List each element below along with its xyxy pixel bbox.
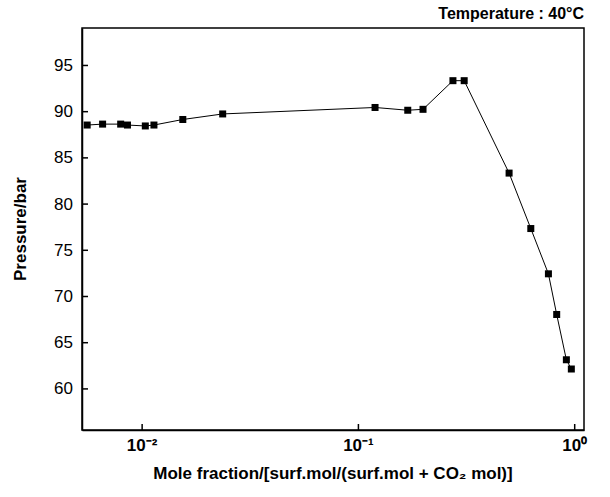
data-point (553, 311, 560, 318)
x-tick-label: 10⁻² (127, 436, 158, 455)
data-point (420, 106, 427, 113)
data-point (545, 270, 552, 277)
y-tick-mark (82, 111, 88, 113)
y-tick-label: 70 (54, 287, 73, 306)
x-axis-title: Mole fraction/[surf.mol/(surf.mol + CO₂ … (153, 464, 512, 483)
data-point (563, 356, 570, 363)
y-tick: 90 (54, 102, 88, 121)
y-axis-line (82, 29, 84, 431)
x-tick-label: 10⁻¹ (343, 436, 374, 455)
data-point (124, 122, 131, 129)
title: Temperature : 40°C (438, 5, 584, 22)
y-tick-label: 85 (54, 148, 73, 167)
x-tick-label: 10⁰ (562, 436, 587, 455)
y-axis: 60 65 70 75 80 85 90 95 (54, 29, 88, 431)
y-tick: 65 (54, 333, 88, 352)
data-point (99, 121, 106, 128)
data-point (219, 110, 226, 117)
y-tick-mark (82, 388, 88, 390)
x-axis-line (83, 430, 585, 432)
x-tick: 10⁻¹ (343, 424, 374, 455)
y-tick: 70 (54, 287, 88, 306)
data-point (142, 122, 149, 129)
chart: 10⁻² 10⁻¹ 10⁰ 60 65 70 75 80 85 90 95 Temperature :… (0, 0, 610, 497)
y-tick-mark (82, 250, 88, 252)
x-axis: 10⁻² 10⁻¹ 10⁰ (83, 424, 588, 455)
y-tick: 85 (54, 148, 88, 167)
y-tick-label: 75 (54, 241, 73, 260)
data-layer (84, 77, 575, 372)
y-tick: 80 (54, 195, 88, 214)
data-point (179, 116, 186, 123)
data-line (87, 81, 571, 369)
y-tick: 95 (54, 56, 88, 75)
y-tick-label: 80 (54, 195, 73, 214)
x-tick-mark (574, 424, 576, 430)
plot: 10⁻² 10⁻¹ 10⁰ 60 65 70 75 80 85 90 95 (54, 28, 587, 455)
data-point (404, 107, 411, 114)
x-tick: 10⁰ (562, 424, 587, 455)
y-tick-label: 60 (54, 379, 73, 398)
data-point (449, 77, 456, 84)
data-point (84, 122, 91, 129)
data-point (461, 77, 468, 84)
y-tick: 60 (54, 379, 88, 398)
y-tick-mark (82, 296, 88, 298)
y-tick-mark (82, 65, 88, 67)
x-tick: 10⁻² (127, 424, 158, 455)
y-tick-label: 95 (54, 56, 73, 75)
data-point (568, 366, 575, 373)
y-tick-label: 90 (54, 102, 73, 121)
y-axis-title: Pressure/bar (11, 177, 30, 281)
y-tick-label: 65 (54, 333, 73, 352)
data-point (527, 225, 534, 232)
y-tick-mark (82, 203, 88, 205)
data-point (150, 122, 157, 129)
y-tick: 75 (54, 241, 88, 260)
x-tick-mark (141, 424, 143, 430)
data-point (372, 104, 379, 111)
y-tick-mark (82, 342, 88, 344)
data-point (117, 121, 124, 128)
data-point (506, 170, 513, 177)
x-tick-mark (358, 424, 360, 430)
y-tick-mark (82, 157, 88, 159)
plot-frame (82, 28, 584, 430)
